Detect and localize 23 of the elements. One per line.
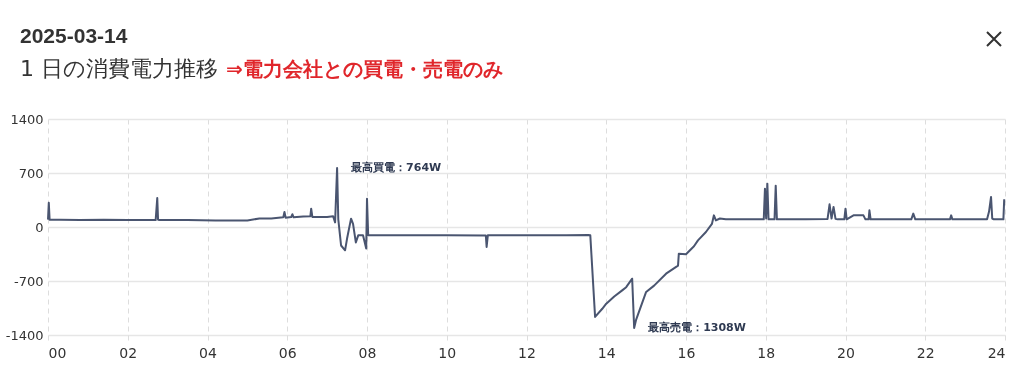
y-tick-label: 0 [35,219,44,235]
x-tick-label: 10 [438,344,457,361]
y-tick-label: 700 [18,165,44,181]
x-tick-label: 00 [48,344,67,361]
x-tick-label: 16 [677,344,696,361]
x-tick-label: 18 [757,344,776,361]
y-tick-label: -700 [13,273,44,289]
annotation: 最高売電：1308W [647,320,746,334]
chart-subtitle: 1 日の消費電力推移 [20,56,218,81]
annotation: 最高買電：764W [350,161,442,175]
x-tick-label: 22 [916,344,935,361]
chart-title: 2025-03-14 [20,24,129,48]
x-tick-label: 04 [199,344,217,361]
x-tick-label: 12 [518,344,536,361]
y-tick-label: 1400 [10,111,44,127]
x-tick-label: 20 [837,344,855,361]
x-tick-label: 14 [597,344,616,361]
y-tick-label: -1400 [5,327,44,343]
x-tick-label: 02 [119,344,138,361]
text: ⇒電力会社との買電・売電のみ [226,57,503,81]
x-tick-label: 24 [987,344,1006,361]
x-tick-label: 08 [358,344,377,361]
x-tick-label: 06 [278,344,297,361]
